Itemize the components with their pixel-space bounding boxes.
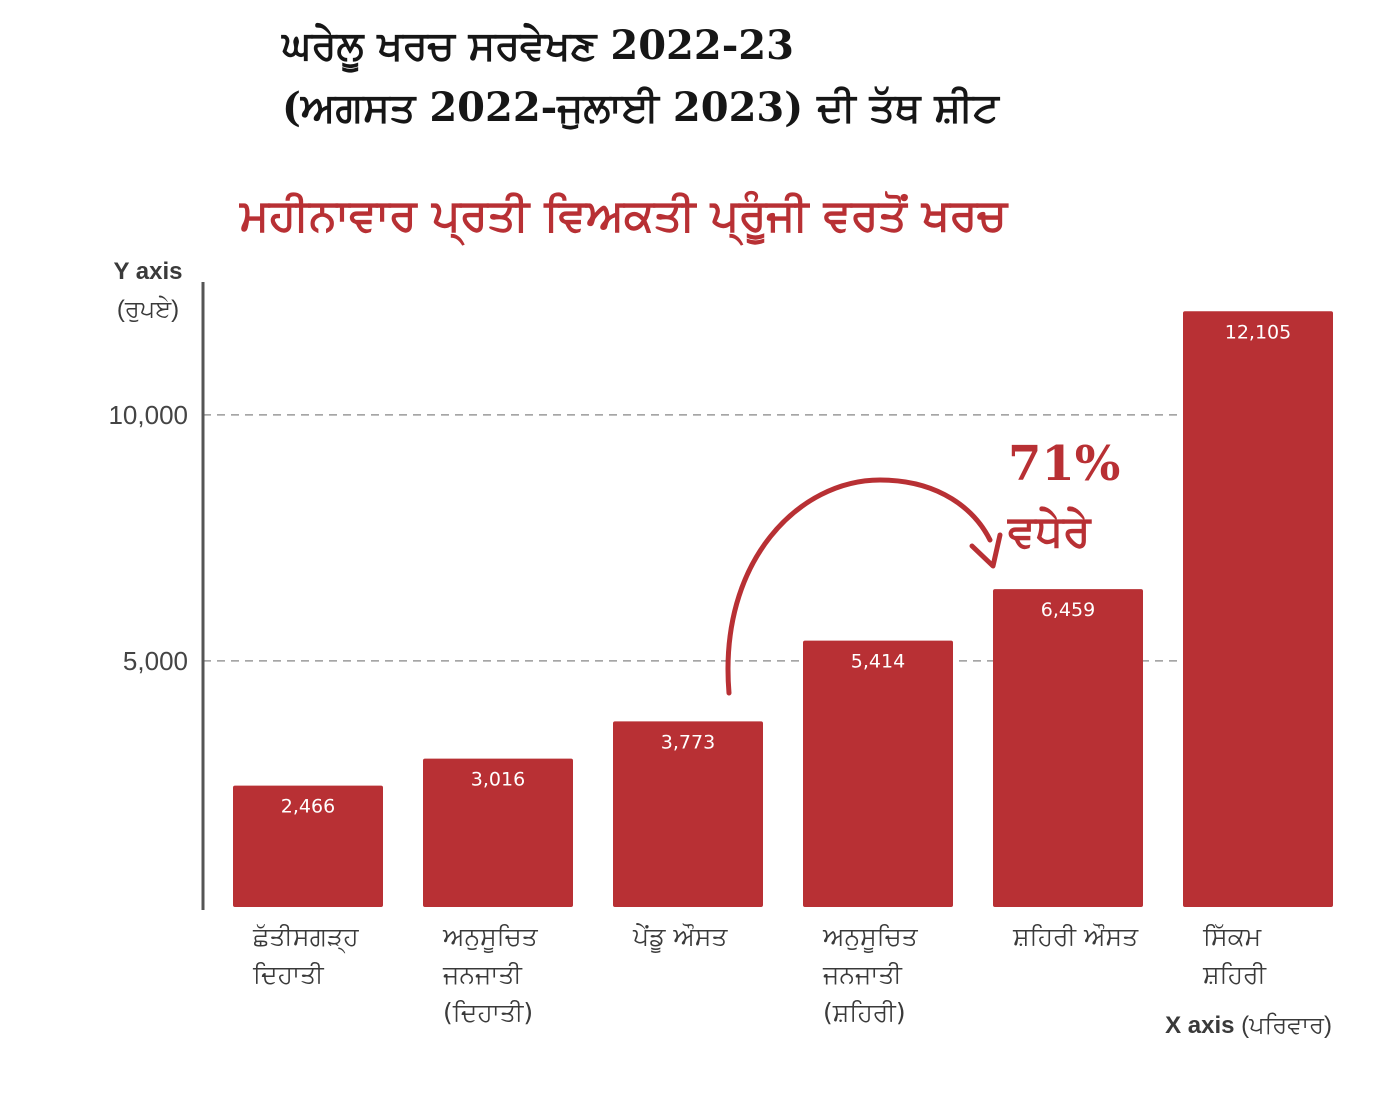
x-category-label: (ਦਿਹਾਤੀ) <box>443 998 533 1027</box>
x-category-label: ਦਿਹਾਤੀ <box>252 960 325 989</box>
x-category-labels: ਛੱਤੀਸਗੜ੍ਹ ਦਿਹਾਤੀ ਅਨੁਸੂਚਿਤ ਜਨਜਾਤੀ (ਦਿਹਾਤੀ) ਪੇਂ… <box>252 922 1268 1027</box>
annotation-word: ਵਧੇਰੇ <box>1008 506 1091 557</box>
bar-value-label: 2,466 <box>281 796 335 818</box>
x-category-label: ਅਨੁਸੂਚਿਤ <box>442 922 539 953</box>
x-category-label: ਪੇਂਡੂ ਔਸਤ <box>632 922 728 953</box>
bar-group: 2,466 3,016 3,773 5,414 6,459 12,105 <box>233 311 1333 907</box>
chart-title-line-2: (ਅਗਸਤ 2022-ਜੁਲਾਈ 2023) ਦੀ ਤੱਥ ਸ਼ੀਟ <box>282 84 999 131</box>
x-axis-label: X axis (ਪਰਿਵਾਰ) <box>1165 1012 1332 1040</box>
y-tick-labels: 5,000 10,000 <box>108 400 188 676</box>
bar-value-label: 3,016 <box>471 769 525 791</box>
grid-lines <box>203 414 1332 662</box>
x-category-label: ਸ਼ਹਿਰੀ ਔਸਤ <box>1012 922 1139 951</box>
bar-value-label: 3,773 <box>661 731 715 753</box>
x-category-label: ਛੱਤੀਸਗੜ੍ਹ <box>252 922 359 954</box>
y-axis-label-unit: (ਰੁਪਏ) <box>116 296 180 323</box>
x-axis-label-unit: (ਪਰਿਵਾਰ) <box>1241 1012 1332 1039</box>
bar-value-label: 6,459 <box>1041 599 1095 621</box>
annotation-percent: 71% <box>1008 436 1121 492</box>
x-category-label: ਜਨਜਾਤੀ <box>822 960 903 989</box>
x-category-label: ਅਨੁਸੂਚਿਤ <box>822 922 919 953</box>
y-tick-label: 10,000 <box>108 400 188 430</box>
comparison-arrowhead <box>969 532 1003 569</box>
bar <box>613 721 763 907</box>
x-category-label: ਸ਼ਹਿਰੀ <box>1202 960 1268 989</box>
chart-subtitle: ਮਹੀਨਾਵਾਰ ਪ੍ਰਤੀ ਵਿਅਕਤੀ ਪ੍ਰੂੰਜੀ ਵਰਤੋਂ ਖਰਚ <box>240 190 1007 241</box>
bar-value-label: 12,105 <box>1225 321 1291 343</box>
y-axis-label-main: Y axis <box>113 258 183 285</box>
bar-value-label: 5,414 <box>851 651 905 673</box>
chart-title-line-1: ਘਰੇਲੂ ਖਰਚ ਸਰਵੇਖਣ 2022-23 <box>282 22 794 69</box>
bar <box>233 785 383 907</box>
bar <box>1183 311 1333 907</box>
x-category-label: ਜਨਜਾਤੀ <box>442 960 523 989</box>
bar <box>803 640 953 907</box>
x-axis-label-main: X axis <box>1165 1012 1235 1039</box>
comparison-arrow <box>725 477 993 696</box>
y-axis-label: Y axis (ਰੁਪਏ) <box>100 253 196 329</box>
bar <box>423 758 573 907</box>
x-category-label: ਸਿੱਕਮ <box>1202 922 1262 951</box>
bar <box>993 589 1143 907</box>
y-tick-label: 5,000 <box>123 646 188 676</box>
x-category-label: (ਸ਼ਹਿਰੀ) <box>823 998 906 1027</box>
